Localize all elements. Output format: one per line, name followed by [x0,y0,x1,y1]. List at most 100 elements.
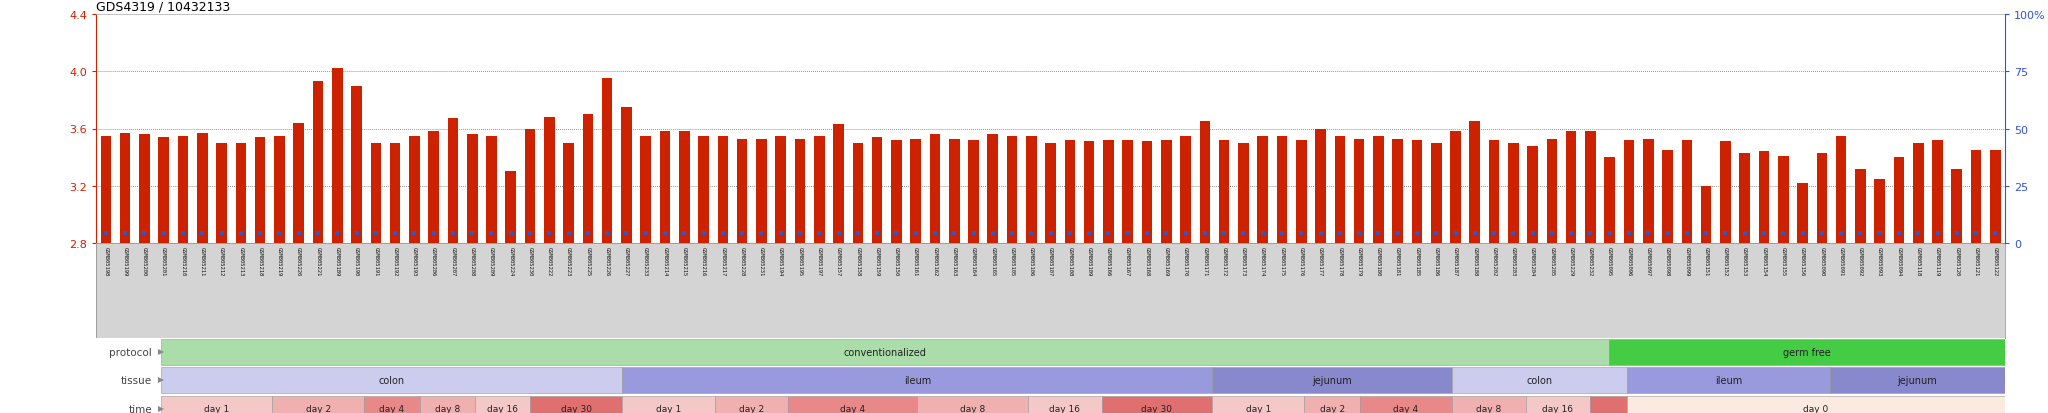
Bar [545,118,555,243]
Bar [1626,368,1829,393]
Bar [1546,139,1556,243]
Bar [178,136,188,243]
Bar [1855,169,1866,243]
Bar [1452,368,1626,393]
Bar [1028,396,1102,413]
Text: GSM805175: GSM805175 [1280,246,1284,275]
Text: GSM805122: GSM805122 [1993,246,1999,275]
Bar [1065,140,1075,243]
Text: GSM805118: GSM805118 [1915,246,1921,275]
Text: GSM805207: GSM805207 [451,246,455,275]
Bar [1296,140,1307,243]
Text: day 8: day 8 [434,404,461,413]
Bar [1526,396,1589,413]
Text: GSM805106: GSM805106 [1028,246,1034,275]
Bar [1432,143,1442,243]
Text: GSM805198: GSM805198 [102,246,109,275]
Bar [1200,122,1210,243]
Bar [1122,140,1133,243]
Text: GSM805214: GSM805214 [662,246,668,275]
Bar [162,396,272,413]
Bar [1624,140,1634,243]
Text: GSM805107: GSM805107 [1049,246,1053,275]
Text: GSM805094: GSM805094 [1896,246,1901,275]
Bar [1141,142,1153,243]
Bar [1681,140,1692,243]
Bar [420,396,475,413]
Bar [1970,151,1980,243]
Bar [1360,396,1452,413]
Text: protocol: protocol [109,347,152,357]
Text: GSM805186: GSM805186 [1434,246,1440,275]
Bar [162,339,1608,365]
Text: GSM805220: GSM805220 [297,246,301,275]
Bar [1759,152,1769,243]
Bar [272,396,365,413]
Text: GSM805209: GSM805209 [489,246,494,275]
Text: GSM805217: GSM805217 [721,246,725,275]
Bar [1450,132,1460,243]
Text: GSM805213: GSM805213 [238,246,244,275]
Bar [776,136,786,243]
Text: GSM805180: GSM805180 [1376,246,1380,275]
Bar [217,143,227,243]
Text: day 1: day 1 [1245,404,1272,413]
Text: GSM805098: GSM805098 [1665,246,1669,275]
Text: day 8: day 8 [961,404,985,413]
Bar [1276,136,1288,243]
Bar [2009,158,2019,243]
Bar [1931,140,1944,243]
Text: GSM805155: GSM805155 [1782,246,1786,275]
Bar [1874,179,1884,243]
Text: GSM805108: GSM805108 [1067,246,1073,275]
Bar [139,135,150,243]
Bar [641,136,651,243]
Text: GSM805188: GSM805188 [1473,246,1477,275]
Bar [1354,139,1364,243]
Bar [1604,158,1616,243]
Text: GSM805119: GSM805119 [1935,246,1939,275]
Text: GSM805171: GSM805171 [1202,246,1208,275]
Text: GSM805202: GSM805202 [1491,246,1497,275]
Text: GSM805219: GSM805219 [276,246,283,275]
Bar [1393,139,1403,243]
Text: GSM805223: GSM805223 [565,246,571,275]
Text: GSM805204: GSM805204 [1530,246,1536,275]
Bar [1008,136,1018,243]
Text: colon: colon [1526,375,1552,385]
Text: GSM805229: GSM805229 [1569,246,1573,275]
Text: GSM805205: GSM805205 [1550,246,1554,275]
Bar [506,172,516,243]
Text: day 2: day 2 [305,404,330,413]
Bar [1585,132,1595,243]
Text: ileum: ileum [903,375,932,385]
Text: GSM805096: GSM805096 [1626,246,1632,275]
Bar [371,143,381,243]
Bar [1626,396,2005,413]
Text: GSM805228: GSM805228 [739,246,745,275]
Bar [162,368,623,393]
Text: GSM805203: GSM805203 [1511,246,1516,275]
Text: GSM805193: GSM805193 [412,246,418,275]
Bar [1161,140,1171,243]
Bar [1104,140,1114,243]
Bar [236,143,246,243]
Text: GSM805231: GSM805231 [760,246,764,275]
Text: GSM805199: GSM805199 [123,246,127,275]
Text: time: time [129,404,152,413]
Text: GSM805095: GSM805095 [1608,246,1612,275]
Bar [389,143,401,243]
Bar [1817,154,1827,243]
Bar [563,143,573,243]
Bar [1835,136,1847,243]
Bar [1083,142,1094,243]
Bar [891,140,901,243]
Text: day 8: day 8 [1477,404,1501,413]
Text: GSM805161: GSM805161 [913,246,918,275]
Text: GSM805176: GSM805176 [1298,246,1305,275]
Text: GSM805092: GSM805092 [1858,246,1864,275]
Bar [918,396,1028,413]
Text: GSM805233: GSM805233 [643,246,649,275]
Bar [1778,156,1788,243]
Bar [1642,139,1653,243]
